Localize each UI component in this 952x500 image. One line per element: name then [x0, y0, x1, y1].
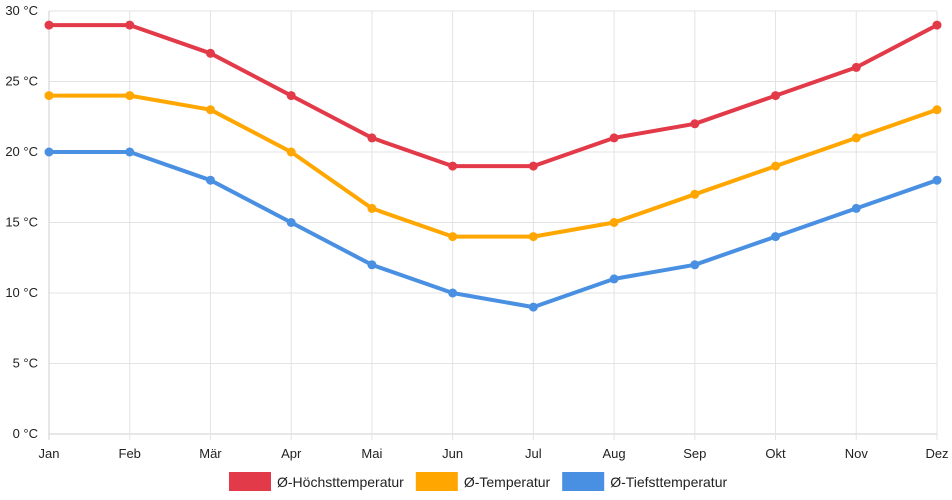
series-line-2	[47, 93, 939, 239]
legend-label: Ø-Höchsttemperatur	[277, 474, 404, 490]
y-axis-ticks: 0 °C 5 °C 10 °C 15 °C 20 °C 25 °C 30 °C	[5, 3, 38, 441]
data-point[interactable]	[771, 161, 781, 171]
data-point[interactable]	[690, 119, 700, 129]
legend-label: Ø-Tiefsttemperatur	[610, 474, 727, 490]
data-point[interactable]	[367, 133, 377, 143]
data-point[interactable]	[609, 274, 619, 284]
data-point[interactable]	[205, 175, 215, 185]
data-point[interactable]	[44, 147, 54, 157]
y-tick-label: 20 °C	[5, 144, 38, 159]
legend: Ø-Höchsttemperatur Ø-Temperatur Ø-Tiefstte…	[229, 472, 727, 491]
y-tick-label: 25 °C	[5, 74, 38, 89]
data-point[interactable]	[690, 189, 700, 199]
data-point[interactable]	[286, 147, 296, 157]
data-point[interactable]	[448, 288, 458, 298]
data-point[interactable]	[125, 147, 135, 157]
data-point[interactable]	[932, 105, 942, 115]
y-tick-label: 5 °C	[13, 356, 38, 371]
x-tick-label: Sep	[683, 446, 706, 461]
x-tick-label: Jan	[39, 446, 60, 461]
y-tick-label: 15 °C	[5, 215, 38, 230]
x-tick-label: Feb	[119, 446, 141, 461]
data-point[interactable]	[851, 62, 861, 72]
x-tick-label: Jun	[442, 446, 463, 461]
x-tick-label: Aug	[603, 446, 626, 461]
data-point[interactable]	[528, 232, 538, 242]
x-tick-label: Mai	[361, 446, 382, 461]
series-line-1	[47, 23, 939, 169]
data-point[interactable]	[286, 218, 296, 227]
x-tick-label: Nov	[845, 446, 869, 461]
data-point[interactable]	[286, 91, 296, 101]
legend-item[interactable]: Ø-Höchsttemperatur	[229, 472, 404, 491]
series-lines	[47, 23, 939, 310]
legend-item[interactable]: Ø-Temperatur	[415, 472, 551, 491]
data-point[interactable]	[125, 91, 135, 101]
legend-label: Ø-Temperatur	[464, 474, 551, 490]
legend-swatch	[415, 472, 458, 491]
x-tick-label: Apr	[281, 446, 302, 461]
grid	[48, 10, 938, 440]
data-point[interactable]	[851, 133, 861, 143]
data-point[interactable]	[851, 203, 861, 213]
legend-item[interactable]: Ø-Tiefsttemperatur	[562, 472, 727, 491]
legend-swatch	[562, 472, 605, 491]
data-point[interactable]	[932, 20, 942, 30]
series-points	[44, 20, 942, 312]
x-tick-label: Dez	[925, 446, 948, 461]
data-point[interactable]	[448, 232, 458, 242]
y-tick-label: 0 °C	[13, 426, 38, 441]
data-point[interactable]	[125, 20, 135, 30]
x-tick-label: Okt	[765, 446, 786, 461]
y-tick-label: 30 °C	[5, 3, 38, 18]
data-point[interactable]	[932, 175, 942, 185]
data-point[interactable]	[367, 260, 377, 270]
data-point[interactable]	[528, 161, 538, 171]
data-point[interactable]	[367, 203, 377, 213]
data-point[interactable]	[44, 91, 54, 101]
data-point[interactable]	[771, 232, 781, 242]
legend-swatch	[229, 472, 271, 491]
x-tick-label: Jul	[525, 446, 542, 461]
data-point[interactable]	[609, 133, 619, 143]
data-point[interactable]	[528, 302, 538, 312]
data-point[interactable]	[205, 105, 215, 115]
x-tick-label: Mär	[199, 446, 222, 461]
data-point[interactable]	[690, 260, 700, 270]
series-line-3	[47, 150, 939, 310]
y-tick-label: 10 °C	[5, 285, 38, 300]
data-point[interactable]	[448, 161, 458, 171]
data-point[interactable]	[609, 218, 619, 227]
data-point[interactable]	[771, 91, 781, 101]
data-point[interactable]	[44, 20, 54, 30]
data-point[interactable]	[205, 48, 215, 58]
x-axis-ticks: Jan Feb Mär Apr Mai Jun Jul Aug Sep Okt Nov Dez	[39, 446, 949, 461]
